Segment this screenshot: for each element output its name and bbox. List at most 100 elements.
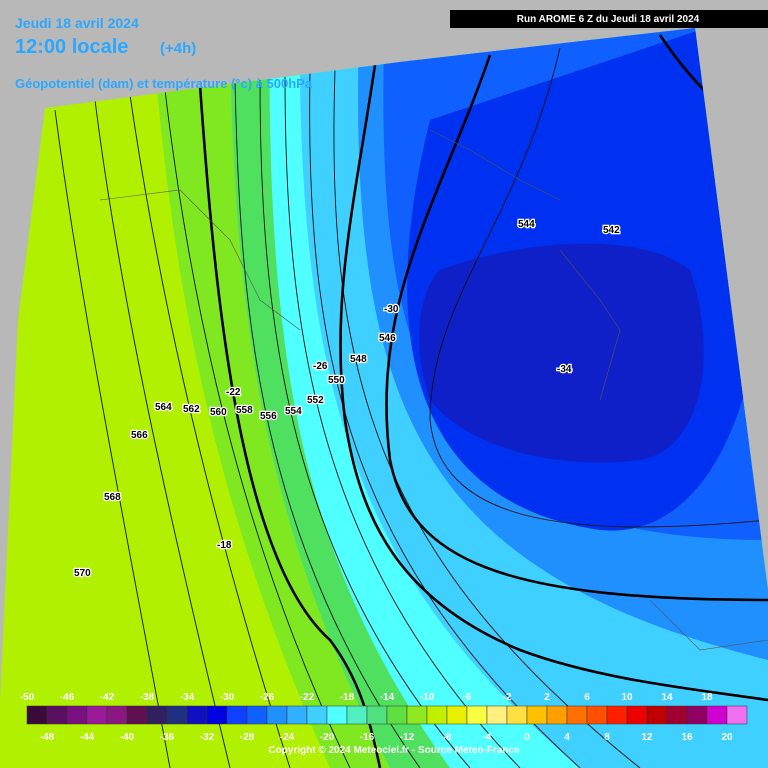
contour-label: -34 [557,364,572,375]
colorbar-label: -12 [400,732,415,743]
colorbar-label: 0 [524,732,530,743]
date: Jeudi 18 avril 2024 [15,15,139,31]
colorbar-label: -26 [260,692,275,703]
color-swatch [106,705,128,725]
run-title: Run AROME 6 Z du Jeudi 18 avril 2024 [517,14,700,25]
color-swatch [486,705,508,725]
colorbar-label: -32 [200,732,215,743]
color-swatch [606,705,628,725]
color-swatch [306,705,328,725]
contour-label: -22 [226,387,241,398]
color-swatch [706,705,728,725]
color-swatch [406,705,428,725]
contour-label: 552 [307,395,324,406]
geopotential-contours [54,34,768,768]
colorbar-label: -8 [443,732,452,743]
colorbar-label: -50 [20,692,35,703]
colorbar-label: 6 [584,692,590,703]
colorbar-label: -48 [40,732,55,743]
copyright: Copyright © 2024 Meteociel.fr - Source M… [268,745,520,756]
colorbar-label: -10 [420,692,435,703]
color-swatch [66,705,88,725]
contour-label: 560 [210,407,227,418]
contour-label: 546 [379,333,396,344]
color-swatch [366,705,388,725]
color-swatch [86,705,108,725]
contour-label: 542 [603,225,620,236]
color-swatch [566,705,588,725]
contour-label: 548 [350,354,367,365]
colorbar-label: -42 [100,692,115,703]
contour-label: -30 [384,304,399,315]
color-swatch [206,705,228,725]
color-swatch [506,705,528,725]
forecast-offset: (+4h) [160,40,196,57]
colorbar-label: -2 [503,692,512,703]
contour-label: 566 [131,430,148,441]
colorbar-label: 20 [721,732,733,743]
color-swatch [286,705,308,725]
color-swatch [266,705,288,725]
contour-label: 550 [328,375,345,386]
colorbar-label: -16 [360,732,375,743]
contour-label: 556 [260,411,277,422]
colorbar-label: -6 [463,692,472,703]
color-swatch [326,705,348,725]
colorbar-label: 10 [621,692,633,703]
contour-label: 564 [155,402,172,413]
contour-label: -18 [217,540,232,551]
contour-label: 544 [518,219,535,230]
colorbar-label: 12 [641,732,653,743]
color-swatch [546,705,568,725]
contour-label: 562 [183,404,200,415]
colorbar: -50 -46 -42 -38 -34 -30 -26 -22 -18 -14 -10 -6 -2 2 6 1… [20,692,748,743]
contour-labels: 544 542 -30 546 548 -26 550 -22 552 564 … [73,218,622,581]
colorbar-label: -22 [300,692,315,703]
valid-time: 12:00 locale [15,36,128,58]
color-swatch [726,705,748,725]
contour-label: 554 [285,406,302,417]
contour-label: 570 [74,568,91,579]
color-swatch [666,705,688,725]
color-swatch [246,705,268,725]
color-swatch [346,705,368,725]
colorbar-label: -14 [380,692,395,703]
color-swatch [186,705,208,725]
parameter: Géopotentiel (dam) et température (°c) à… [15,76,313,91]
color-swatch [686,705,708,725]
color-swatch [446,705,468,725]
colorbar-label: -36 [160,732,175,743]
color-swatch [426,705,448,725]
contour-label: 568 [104,492,121,503]
colorbar-label: -4 [483,732,492,743]
color-swatch [146,705,168,725]
colorbar-label: 18 [701,692,713,703]
colorbar-label: -46 [60,692,75,703]
colorbar-label: 8 [604,732,610,743]
colorbar-label: -24 [280,732,295,743]
contour-label: 558 [236,405,253,416]
color-swatch [126,705,148,725]
colorbar-label: -30 [220,692,235,703]
color-swatch [46,705,68,725]
colorbar-label: 4 [564,732,570,743]
color-swatch [386,705,408,725]
colorbar-label: -40 [120,732,135,743]
color-swatch [626,705,648,725]
color-swatch [526,705,548,725]
color-swatch [466,705,488,725]
color-swatch [646,705,668,725]
contour-label: -26 [313,361,328,372]
colorbar-label: -18 [340,692,355,703]
colorbar-label: -44 [80,732,95,743]
colorbar-label: 2 [544,692,550,703]
colorbar-label: -38 [140,692,155,703]
color-swatch [26,705,48,725]
run-banner [450,10,768,28]
colorbar-label: 14 [661,692,673,703]
colorbar-label: 16 [681,732,693,743]
color-swatch [586,705,608,725]
color-swatch [226,705,248,725]
colorbar-label: -34 [180,692,195,703]
